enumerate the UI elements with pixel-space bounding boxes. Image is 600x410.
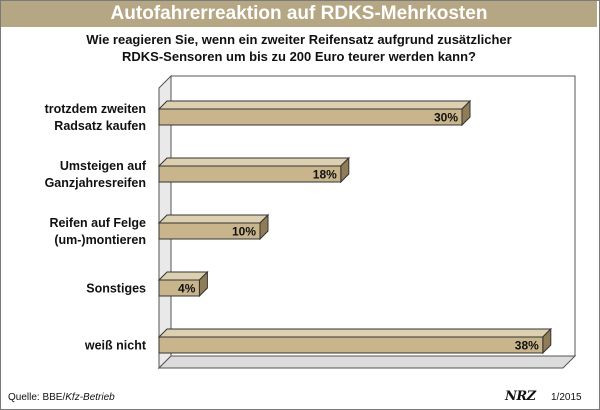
bar <box>158 279 200 297</box>
bar-group <box>157 156 351 184</box>
source-prefix: Quelle: BBE/ <box>8 392 66 403</box>
category-label: Radsatz kaufen <box>54 119 146 133</box>
bar <box>158 108 463 126</box>
bar-group <box>157 213 270 241</box>
category-label: Ganzjahresreifen <box>45 176 146 190</box>
category-label: weiß nicht <box>84 339 147 353</box>
category-label: Sonstiges <box>86 282 146 296</box>
bar <box>158 336 544 354</box>
value-label: 38% <box>515 339 539 353</box>
category-label: Umsteigen auf <box>60 159 147 173</box>
category-label: (um-)montieren <box>54 233 146 247</box>
category-label: trotzdem zweiten <box>45 102 146 116</box>
value-label: 10% <box>232 225 256 239</box>
bar-top-face <box>157 157 351 167</box>
bar-top-face <box>157 214 270 224</box>
bar-group <box>157 99 472 127</box>
source-note: Quelle: BBE/Kfz-Betrieb <box>8 392 115 403</box>
plot-floor <box>157 355 577 369</box>
bar-group <box>157 270 209 298</box>
bar-top-face <box>157 328 553 338</box>
source-publication: Kfz-Betrieb <box>65 392 115 403</box>
bar <box>158 222 261 240</box>
category-label: Reifen auf Felge <box>49 216 146 230</box>
value-label: 18% <box>313 168 337 182</box>
value-label: 30% <box>434 111 458 125</box>
bar <box>158 165 342 183</box>
subtitle-line-1: Wie reagieren Sie, wenn ein zweiter Reif… <box>86 32 512 47</box>
chart-title: Autofahrerreaktion auf RDKS-Mehrkosten <box>1 1 597 27</box>
subtitle-line-2: RDKS-Sensoren um bis zu 200 Euro teurer … <box>122 49 476 64</box>
issue-date: 1/2015 <box>551 392 582 403</box>
chart-subtitle: Wie reagieren Sie, wenn ein zweiter Reif… <box>0 31 598 65</box>
nrz-logo: NRZ <box>505 389 536 404</box>
bar-group <box>157 327 553 355</box>
value-label: 4% <box>178 282 196 296</box>
bar-top-face <box>157 100 472 110</box>
